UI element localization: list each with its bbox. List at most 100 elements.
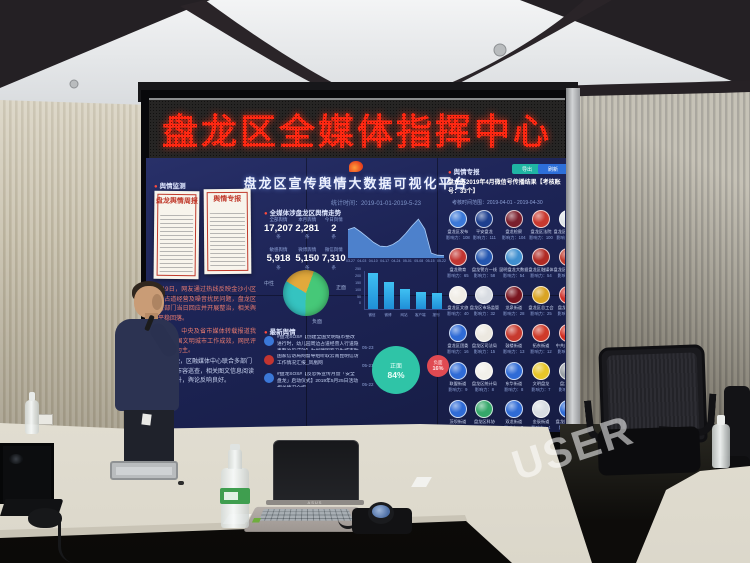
news-date: 05-22 [362, 381, 374, 387]
left-light-paragraph: 5月22日晚，区融媒体中心联合多部门开展夜间市容巡查，相关图文信息阅读量持续上升… [152, 359, 255, 385]
report-doc-weekly[interactable]: 盘龙舆情周报 [153, 190, 200, 280]
wechat-account-badge[interactable]: 金辰街道影响力：4 [528, 400, 553, 431]
wechat-account-badge[interactable]: 中共盘龙区委影响力：10 [554, 324, 565, 360]
account-logo-icon [531, 248, 550, 266]
trend-x-label: 05-08 [414, 259, 424, 263]
water-bottle-left [25, 392, 39, 434]
panel-seam [146, 295, 566, 296]
account-name: 双龙街道 [505, 419, 523, 424]
export-button[interactable]: 导出 [512, 164, 542, 174]
news-item[interactable]: #盘龙SOS#【反恐怖宣传月暨「安全盘龙」启动仪式】2019年5月25日活动相关… [264, 372, 376, 387]
dashboard-screen: 盘龙区宣传舆情大数据可视化平台 统计时间：2019-01-01-2019-5-2… [146, 158, 566, 432]
wechat-account-badge[interactable]: 盘龙区总工会 影响力：25 [528, 286, 554, 322]
wechat-account-badge[interactable]: 盘龙区人民政府影响力：100 [554, 210, 565, 246]
trend-area-chart [348, 218, 444, 258]
bar-tick-label: 50 [357, 294, 361, 299]
account-name: 盘龙检察 [505, 229, 523, 234]
wechat-account-badge[interactable]: 文明盘龙 影响力：7 [528, 362, 553, 398]
account-influence: 影响力：111 [472, 235, 496, 240]
news-list: #盘龙SOS#【创建全国文明城市整改进行时，幼儿园周边占道经营人行道隐患整治见成… [264, 335, 376, 391]
wechat-account-badge[interactable]: 盘龙区科协影响力：5 [470, 400, 499, 431]
news-section-header: ● 最新舆情 [264, 329, 296, 336]
wechat-account-badge[interactable]: 联盟街道 影响力：9 [446, 362, 470, 398]
account-influence: 影响力：9 [448, 387, 468, 392]
bar-category-label: 客户端 [415, 313, 426, 317]
wechat-account-badge[interactable]: 盘龙教育 影响力：65 [446, 248, 470, 284]
account-name: 盘龙警方一线 [471, 267, 497, 272]
wechat-account-badge[interactable]: 盘龙检察 影响力：104 [499, 210, 528, 246]
account-influence: 影响力：58 [473, 273, 496, 278]
news-avatar-icon [264, 372, 274, 383]
wechat-account-badge[interactable]: 鼓楼街道 影响力：13 [499, 324, 528, 360]
stat-cell: 敏感舆情 5,918 条 [264, 247, 293, 270]
wechat-account-badge[interactable]: 盘龙区团委 影响力：16 [446, 324, 470, 360]
bar [432, 293, 442, 309]
wechat-account-badge[interactable]: 盘龙区司法局 影响力：15 [470, 324, 499, 360]
account-name: 平安盘龙 [476, 229, 493, 234]
wechat-account-badge[interactable]: 盘龙区文旅 影响力：40 [446, 286, 470, 322]
wechat-account-badge[interactable]: 盘龙区统计局 影响力：8 [470, 362, 499, 398]
account-influence: 影响力：100 [556, 235, 565, 240]
report-doc-special[interactable]: 舆情专报 [203, 188, 252, 275]
bar [416, 291, 426, 309]
bar-y-ticks: 250 200 150 100 50 0 [352, 267, 361, 306]
wechat-account-badge[interactable]: 盘龙区市场监管 影响力：32 [470, 286, 499, 322]
refresh-button[interactable]: 刷新 [538, 164, 566, 174]
account-name: 盘龙教育 [449, 267, 467, 272]
bar-tick-label: 0 [359, 301, 361, 306]
doc-text-lines [209, 212, 246, 269]
bar-category-label: 微博 [384, 313, 392, 317]
wechat-account-badge[interactable]: 盘龙区妇联影响力：22 [554, 286, 565, 322]
trend-x-label: 04-10 [368, 259, 378, 263]
sentiment-label: 负面 [433, 360, 443, 365]
account-logo-icon [559, 286, 565, 304]
wechat-account-badge[interactable]: 拓东街道 影响力：12 [528, 324, 553, 360]
account-name: 茨坝街道 [449, 419, 467, 424]
wechat-account-badge[interactable]: 龙泉街道 影响力：28 [499, 286, 528, 322]
doc-text-lines [159, 214, 194, 274]
account-influence: 影响力：65 [447, 273, 469, 278]
wechat-account-badge[interactable]: 盘龙区融媒体 影响力：54 [528, 248, 554, 284]
wall-outlet [38, 414, 53, 425]
left-section-header: ● 舆情监测 [154, 183, 186, 190]
account-logo-icon [531, 286, 550, 304]
bar-tick-label: 150 [355, 280, 361, 285]
wechat-account-badge[interactable]: 盘龙区发布 影响力：108 [446, 210, 470, 246]
sentiment-pct: 16% [432, 366, 444, 372]
bar [400, 288, 410, 309]
stat-value: 7,310 [321, 253, 346, 265]
news-item[interactable]: #盘龙SOS#【创建全国文明城市整改进行时，幼儿园周边占道经营人行道隐患整治见成… [264, 335, 376, 350]
trend-x-label: 05-01 [402, 259, 412, 263]
wechat-account-badge[interactable]: 平安盘龙 影响力：111 [470, 210, 499, 246]
account-logo-icon [475, 286, 494, 304]
screen-side-trim [566, 88, 580, 442]
news-item[interactable]: 国家信访局网督导组听取云南昆明信访工作情况汇报_凤凰网 05-21 [264, 354, 376, 368]
wechat-account-badge[interactable]: 盘龙区法院 影响力：100 [528, 210, 553, 246]
account-influence: 影响力：54 [530, 273, 552, 278]
stat-cell: 全部舆情 17,207 条 [264, 217, 293, 240]
stat-value: 2 [331, 223, 337, 234]
bottle-label [220, 488, 250, 504]
wechat-account-badge[interactable]: 昆明盘龙大数据 影响力：54 [499, 248, 528, 284]
laptop-sticker [251, 518, 261, 523]
account-name: 鼓楼街道 [505, 343, 523, 348]
trend-x-label: 05-22 [437, 259, 446, 263]
wechat-account-badge[interactable]: 盘龙交运影响力：6 [554, 362, 565, 398]
bullet-icon: ● [154, 184, 158, 190]
account-name: 拓东街道 [532, 343, 550, 348]
stat-unit: 条 [276, 234, 281, 240]
trend-x-label: 04-24 [391, 259, 401, 263]
bullet-icon: ● [448, 170, 452, 176]
stat-unit: 条 [331, 264, 337, 270]
account-logo-icon [504, 286, 523, 304]
bar [368, 273, 378, 309]
bar-tick-label: 250 [355, 267, 361, 271]
account-influence: 影响力：25 [530, 311, 552, 316]
wechat-account-badge[interactable]: 盘龙区委政法委影响力：53 [554, 248, 565, 284]
wechat-account-badge[interactable]: 盘龙警方一线 影响力：58 [470, 248, 499, 284]
account-name: 文明盘龙 [532, 381, 550, 386]
pie-label-positive: 正面 [336, 285, 347, 291]
wechat-account-badge[interactable]: 东华街道 影响力：8 [499, 362, 528, 398]
account-name: 盘龙区统计局 [471, 381, 497, 386]
stat-cell: 微博舆情 5,150 条 [295, 247, 319, 270]
